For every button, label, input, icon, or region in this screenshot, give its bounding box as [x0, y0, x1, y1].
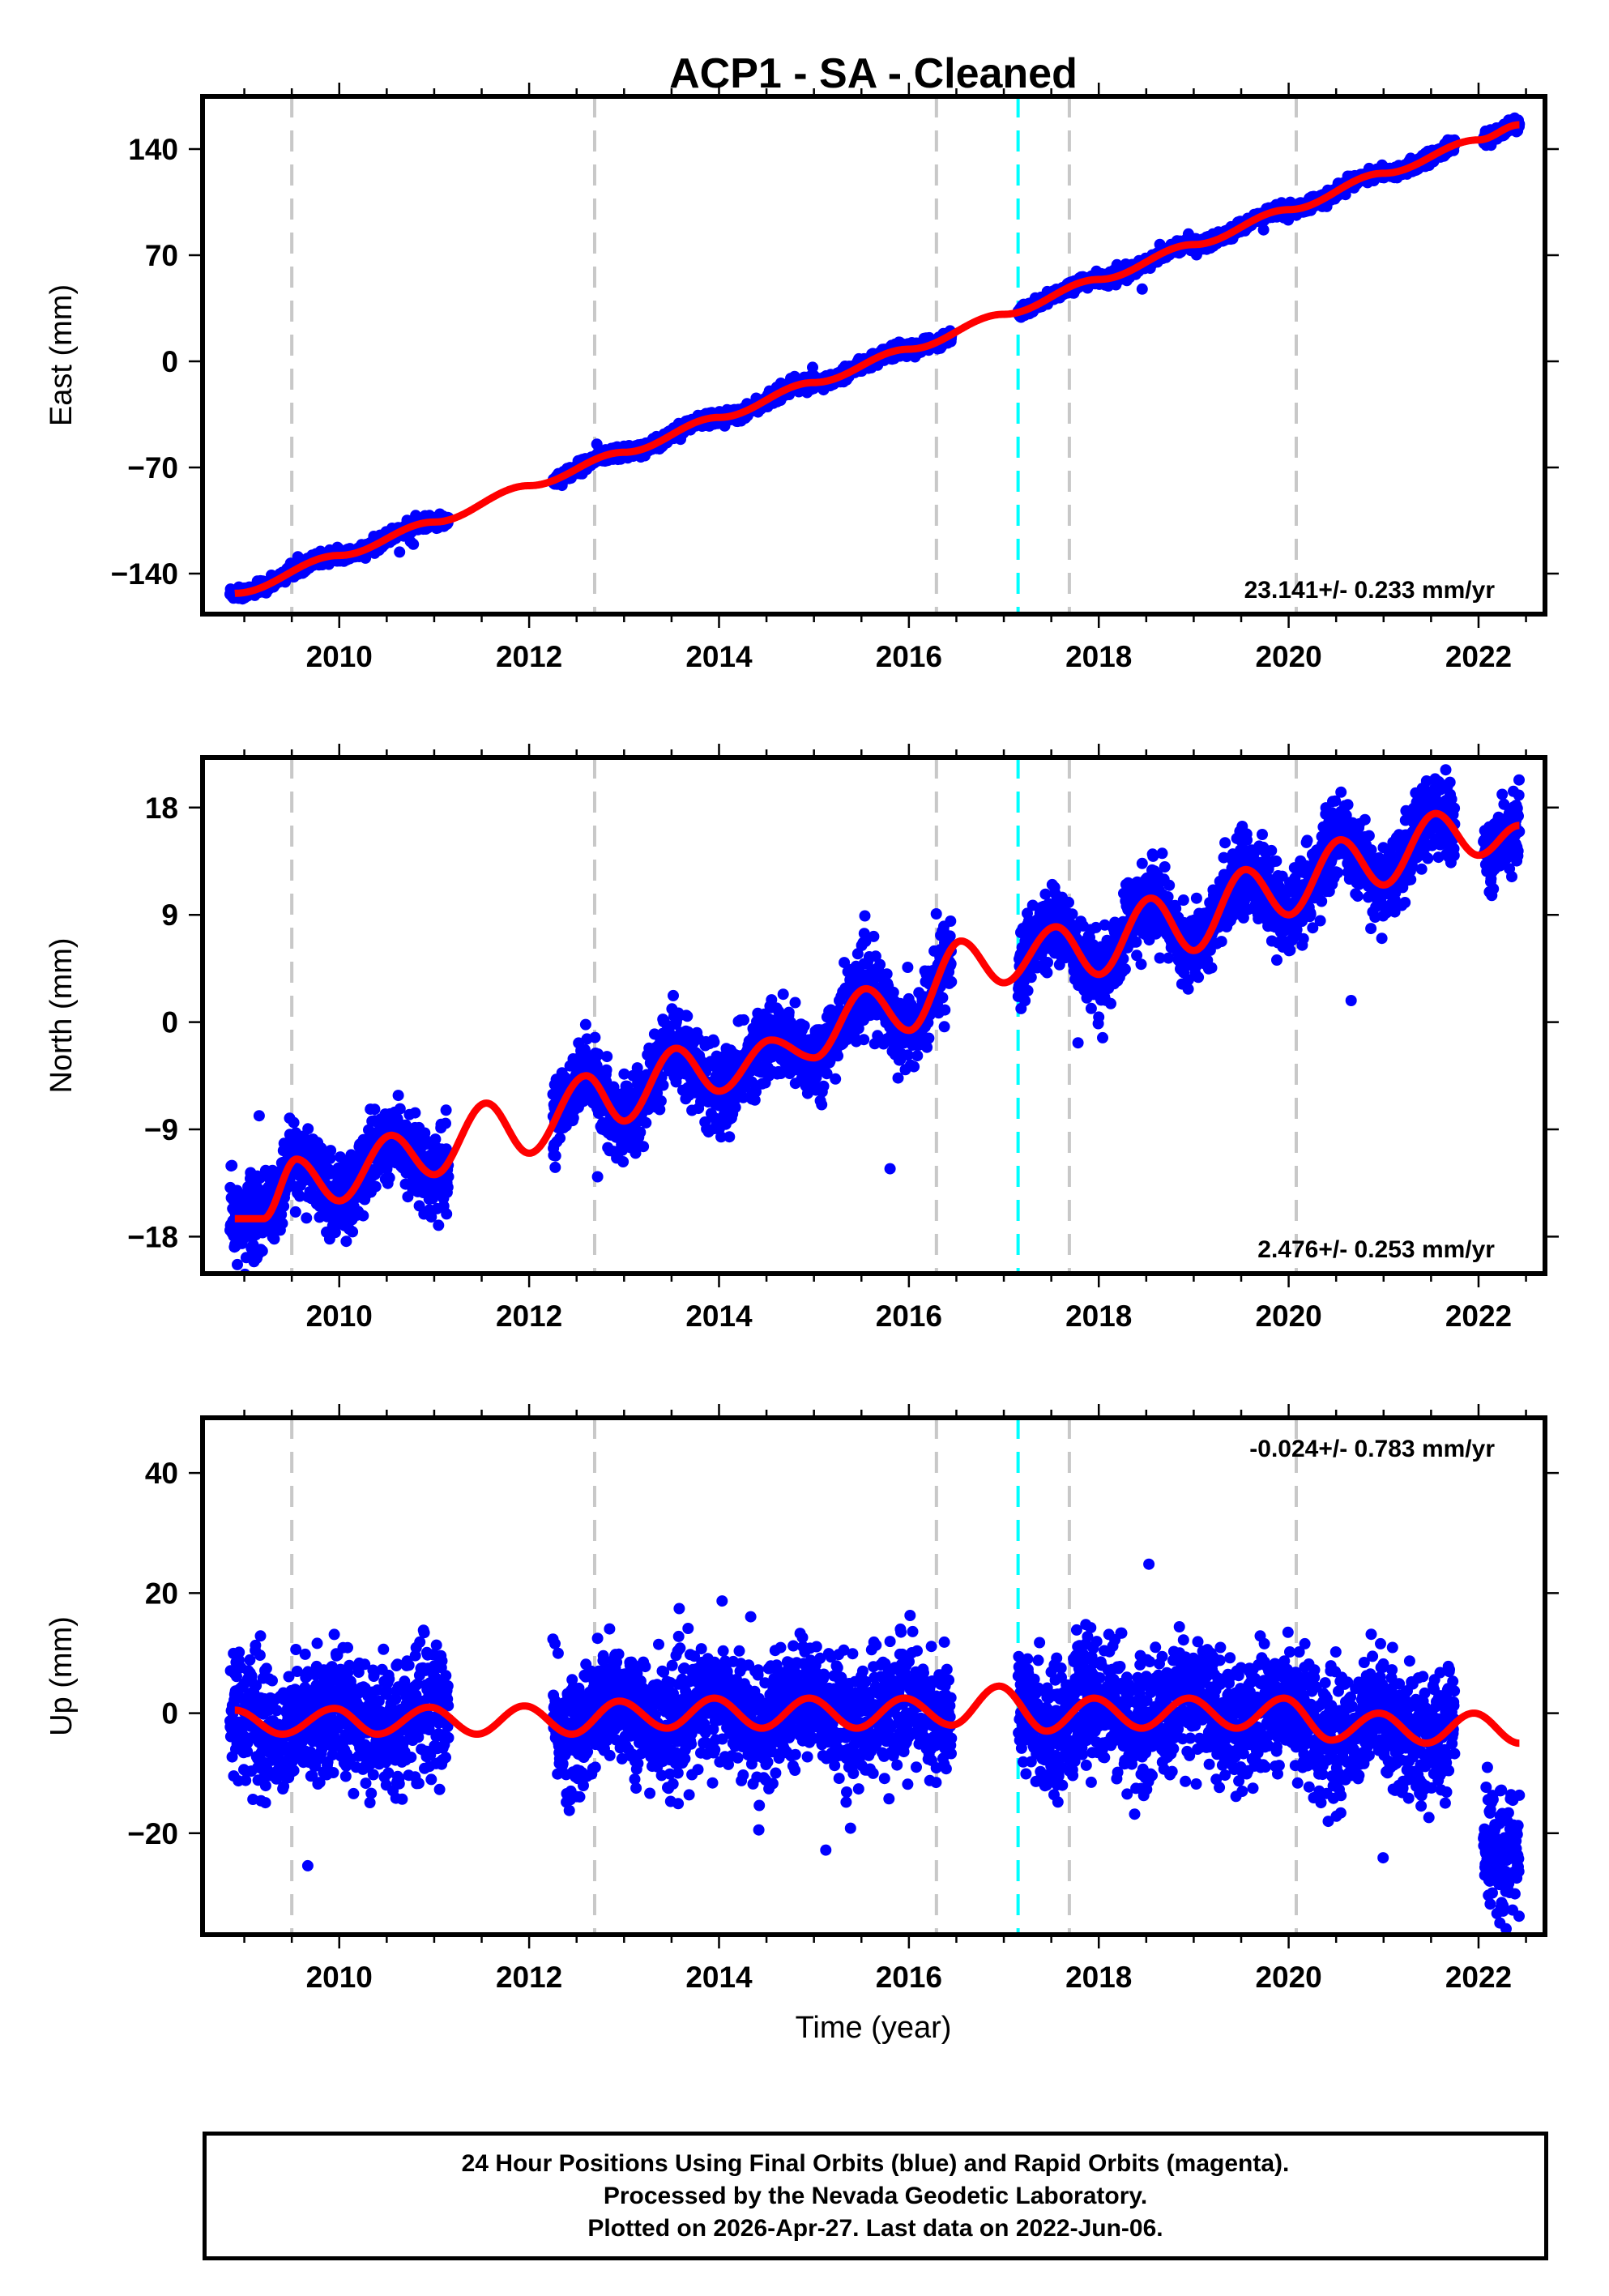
- data-point: [301, 1212, 313, 1224]
- data-point: [357, 1210, 369, 1222]
- data-point: [325, 1145, 337, 1157]
- data-point: [253, 1110, 265, 1122]
- x-tick-label: 2016: [876, 640, 942, 673]
- y-tick-label: 140: [128, 133, 178, 166]
- data-point: [369, 1103, 381, 1116]
- x-tick-label: 2018: [1065, 640, 1132, 673]
- gps-timeseries-chart: ACP1 - SA - Cleaned −140 −70 0 70 140 2010 201…: [45, 50, 1559, 2045]
- x-tick-label: 2022: [1445, 640, 1512, 673]
- data-point: [394, 1103, 406, 1115]
- data-point: [289, 1206, 301, 1218]
- y-tick-label: 0: [161, 345, 178, 378]
- chart-title: ACP1 - SA - Cleaned: [669, 50, 1078, 97]
- model-fit-curve: [234, 121, 1520, 597]
- data-point: [807, 361, 818, 373]
- data-point: [340, 1235, 352, 1248]
- data-points-north: [224, 764, 1526, 1360]
- y-axis-title: East (mm): [45, 284, 79, 426]
- x-tick-label: 2010: [306, 640, 373, 673]
- data-point: [276, 1218, 288, 1230]
- y-tick-label: −70: [127, 451, 178, 484]
- data-point: [394, 546, 406, 558]
- data-point: [347, 1226, 359, 1238]
- data-point: [271, 1349, 282, 1360]
- x-tick-label: 2012: [496, 640, 562, 673]
- x-tick-label: 2014: [685, 640, 753, 673]
- y-tick-label: −140: [111, 557, 178, 591]
- data-point: [302, 1123, 314, 1135]
- data-point: [1136, 283, 1148, 295]
- data-point: [369, 1180, 382, 1193]
- data-point: [383, 1171, 395, 1184]
- data-point: [288, 1116, 300, 1129]
- data-point: [256, 1245, 268, 1257]
- velocity-rate-label: 23.141+/- 0.233 mm/yr: [1244, 577, 1496, 604]
- data-point: [408, 538, 420, 550]
- panel-east: −140 −70 0 70 140 2010 2012 2014 2016 2018 2020 202…: [45, 83, 1559, 673]
- data-point: [232, 1258, 243, 1270]
- y-tick-label: 70: [145, 239, 178, 272]
- x-tick-label: 2020: [1255, 640, 1321, 673]
- data-point: [392, 1090, 404, 1102]
- data-point: [226, 1159, 238, 1171]
